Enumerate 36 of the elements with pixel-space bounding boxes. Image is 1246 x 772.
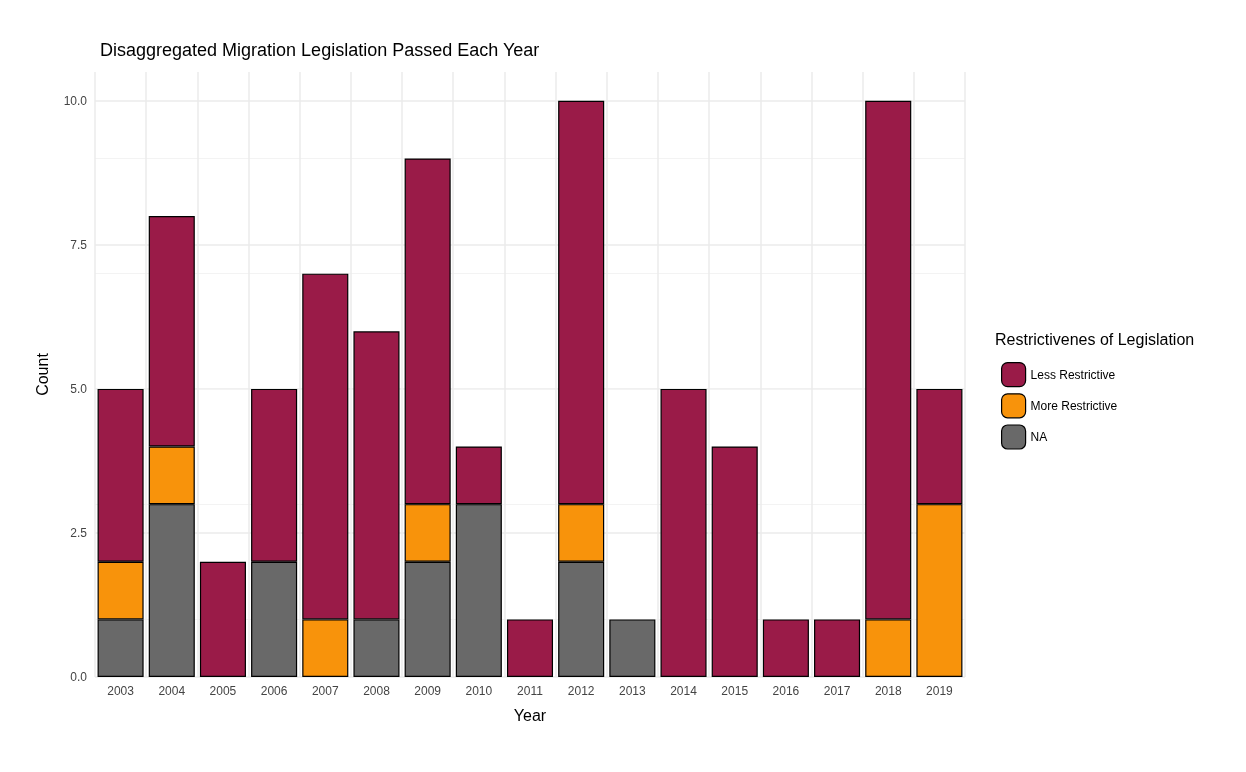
bar xyxy=(199,561,246,677)
bar xyxy=(609,619,656,677)
x-tick-label: 2019 xyxy=(926,684,954,698)
y-tick-label: 2.5 xyxy=(70,525,88,540)
x-tick-label: 2006 xyxy=(260,684,288,698)
bar xyxy=(660,388,707,677)
bar xyxy=(762,619,809,677)
x-tick-label: 2008 xyxy=(363,684,391,698)
legend-label: NA xyxy=(1030,430,1048,444)
bar xyxy=(506,619,554,677)
x-tick-label: 2009 xyxy=(414,684,442,698)
x-tick-label: 2016 xyxy=(772,684,800,698)
x-axis-title: Year xyxy=(513,706,547,724)
bar xyxy=(711,446,758,677)
bar xyxy=(814,619,861,677)
y-tick-label: 10.0 xyxy=(63,93,88,108)
y-axis-title: Count xyxy=(33,352,51,396)
legend-title: Restrictivenes of Legislation xyxy=(995,330,1195,348)
y-tick-label: 5.0 xyxy=(70,381,88,396)
chart-title: Disaggregated Migration Legislation Passed Each Year xyxy=(100,40,540,60)
y-tick-label: 7.5 xyxy=(70,237,88,252)
legend-label: Less Restrictive xyxy=(1030,367,1116,382)
x-tick-label: 2005 xyxy=(209,684,237,698)
x-tick-label: 2010 xyxy=(465,684,493,698)
legend-label: More Restrictive xyxy=(1030,398,1118,413)
x-tick-label: 2015 xyxy=(721,684,749,698)
x-tick-label: 2004 xyxy=(158,684,186,698)
x-tick-label: 2018 xyxy=(874,684,902,698)
x-tick-label: 2007 xyxy=(311,684,339,698)
x-tick-label: 2013 xyxy=(619,684,647,698)
x-tick-label: 2017 xyxy=(823,684,851,698)
x-tick-label: 2011 xyxy=(517,684,544,698)
x-tick-label: 2003 xyxy=(107,684,135,698)
x-tick-label: 2012 xyxy=(567,684,595,698)
y-tick-label: 0.0 xyxy=(70,670,88,684)
x-tick-label: 2014 xyxy=(670,684,698,698)
